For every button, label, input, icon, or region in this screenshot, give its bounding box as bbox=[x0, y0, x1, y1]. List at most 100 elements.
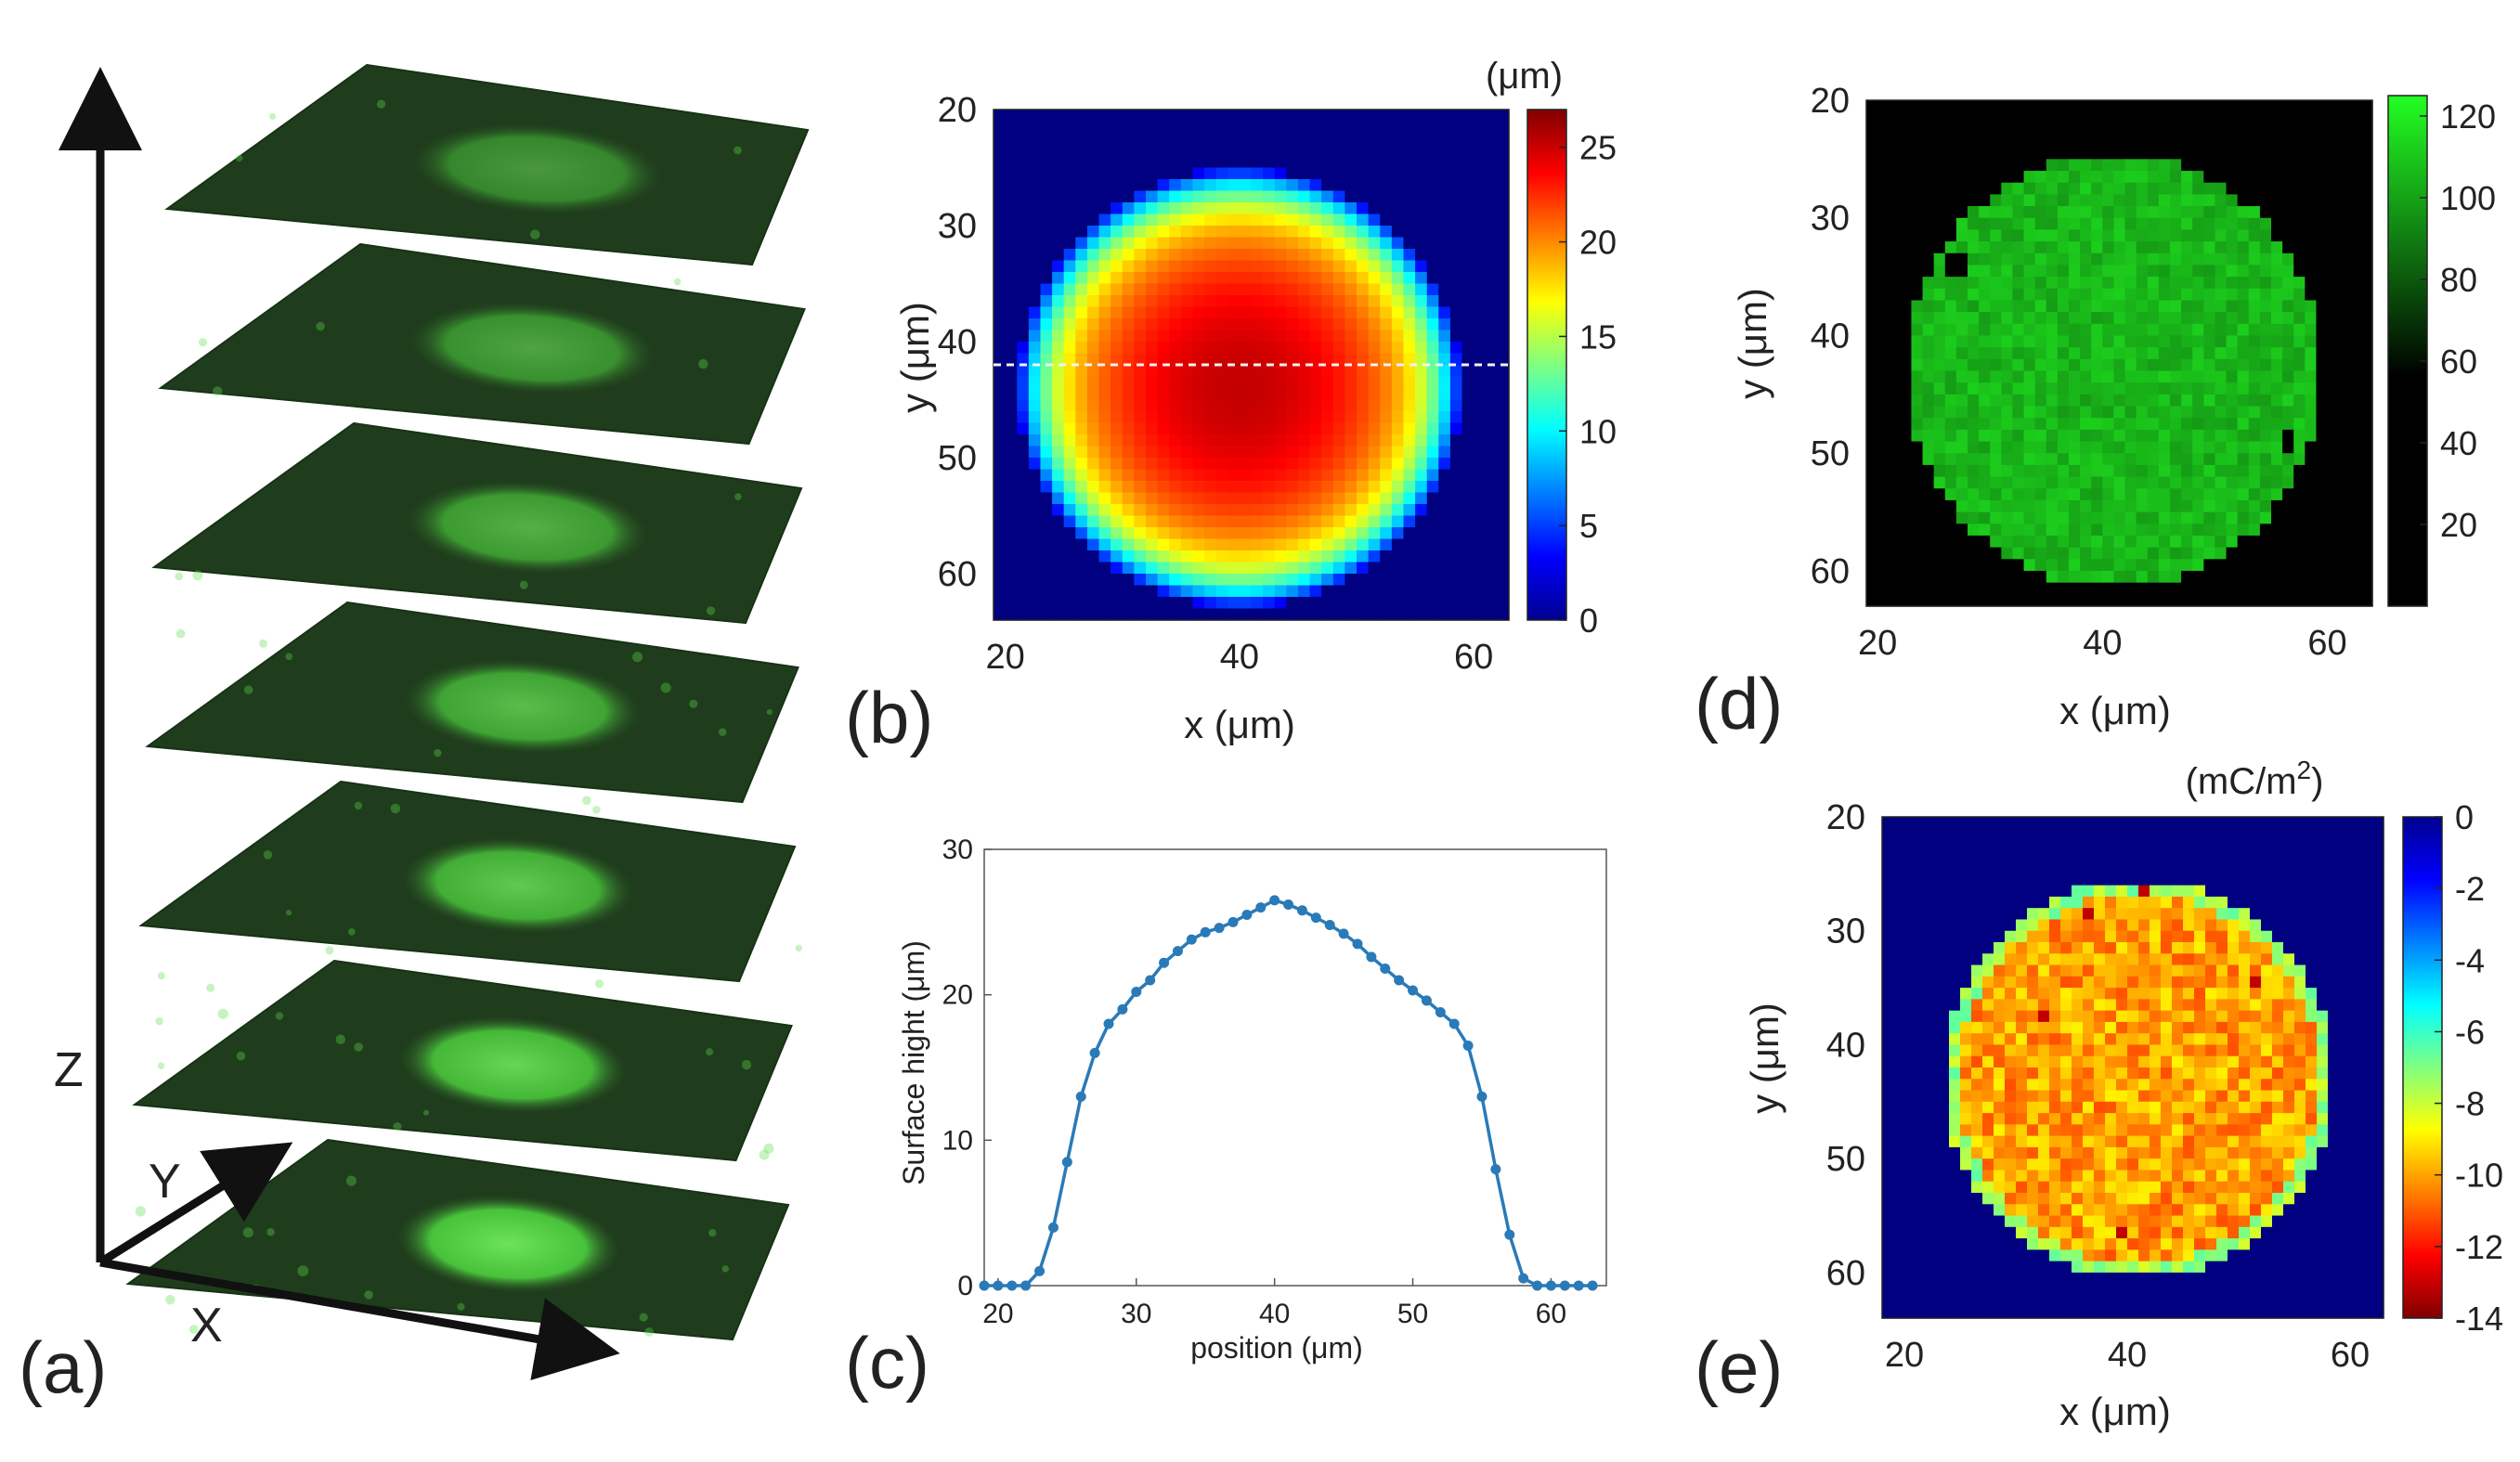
heatmap-cell bbox=[1134, 133, 1147, 146]
heatmap-cell bbox=[2057, 182, 2070, 195]
slice-speckle bbox=[390, 803, 401, 814]
heatmap-cell bbox=[1938, 828, 1950, 841]
heatmap-cell bbox=[2057, 524, 2070, 537]
heatmap-cell bbox=[2192, 300, 2204, 313]
heatmap-cell bbox=[2237, 241, 2250, 254]
heatmap-cell bbox=[1332, 492, 1346, 505]
heatmap-cell bbox=[1180, 388, 1194, 401]
heatmap-cell bbox=[1415, 330, 1428, 343]
heatmap-cell bbox=[1403, 399, 1416, 412]
heatmap-cell bbox=[1332, 330, 1346, 343]
heatmap-cell bbox=[1086, 574, 1100, 587]
heatmap-cell bbox=[2091, 570, 2103, 584]
heatmap-cell bbox=[1309, 538, 1322, 551]
heatmap-cell bbox=[2080, 241, 2092, 254]
heatmap-cell bbox=[1180, 342, 1194, 355]
heatmap-cell bbox=[2012, 100, 2025, 113]
heatmap-cell bbox=[1979, 171, 1991, 184]
heatmap-cell bbox=[2094, 873, 2106, 886]
heatmap-cell bbox=[1893, 1010, 1905, 1023]
heatmap-cell bbox=[1145, 458, 1159, 471]
heatmap-cell bbox=[2226, 547, 2239, 560]
heatmap-cell bbox=[2023, 464, 2036, 478]
heatmap-cell bbox=[2072, 839, 2084, 852]
heatmap-cell bbox=[1332, 608, 1346, 621]
heatmap-cell bbox=[2327, 429, 2340, 443]
heatmap-cell bbox=[2113, 217, 2126, 231]
heatmap-cell bbox=[2271, 347, 2283, 360]
heatmap-cell bbox=[1944, 524, 1957, 537]
heatmap-cell bbox=[2215, 182, 2228, 195]
heatmap-cell bbox=[1979, 206, 1991, 219]
x-tick-label: 60 bbox=[1536, 1299, 1566, 1329]
heatmap-cell bbox=[2215, 488, 2228, 501]
heatmap-cell bbox=[1180, 574, 1194, 587]
heatmap-cell bbox=[2349, 323, 2362, 337]
heatmap-cell bbox=[1063, 469, 1076, 482]
heatmap-cell bbox=[1286, 399, 1299, 412]
heatmap-cell bbox=[2172, 1021, 2184, 1034]
heatmap-cell bbox=[2181, 382, 2193, 395]
heatmap-cell bbox=[1204, 144, 1217, 157]
heatmap-cell bbox=[2293, 312, 2306, 325]
heatmap-cell bbox=[1415, 399, 1428, 412]
heatmap-cell bbox=[2228, 862, 2240, 874]
heatmap-cell bbox=[2034, 441, 2047, 454]
heatmap-cell bbox=[1368, 574, 1381, 587]
heatmap-cell bbox=[2049, 828, 2061, 841]
heatmap-cell bbox=[1403, 249, 1416, 262]
heatmap-cell bbox=[2239, 828, 2251, 841]
heatmap-cell bbox=[1982, 908, 1994, 921]
heatmap-cell bbox=[1971, 999, 1983, 1012]
heatmap-cell bbox=[2069, 159, 2081, 172]
heatmap-cell bbox=[2049, 908, 2061, 921]
heatmap-cell bbox=[1426, 434, 1439, 447]
heatmap-cell bbox=[2350, 862, 2362, 874]
heatmap-cell bbox=[1169, 458, 1182, 471]
heatmap-cell bbox=[2012, 418, 2025, 431]
slice-speckle bbox=[434, 748, 442, 757]
heatmap-cell bbox=[1497, 156, 1510, 169]
heatmap-cell bbox=[2237, 217, 2250, 231]
heatmap-cell bbox=[2192, 111, 2204, 124]
heatmap-cell bbox=[1145, 608, 1159, 621]
heatmap-cell bbox=[1933, 171, 1946, 184]
slice-speckle bbox=[235, 154, 243, 162]
heatmap-cell bbox=[1368, 376, 1381, 389]
heatmap-cell bbox=[2057, 171, 2070, 184]
heatmap-cell bbox=[2150, 964, 2162, 977]
heatmap-cell bbox=[2293, 206, 2306, 219]
heatmap-cell bbox=[1994, 1044, 2006, 1057]
heatmap-cell bbox=[1403, 388, 1416, 401]
heatmap-cell bbox=[2072, 1033, 2084, 1046]
heatmap-cell bbox=[1368, 562, 1381, 575]
heatmap-cell bbox=[1933, 288, 1946, 302]
heatmap-cell bbox=[1933, 217, 1946, 231]
heatmap-cell bbox=[2005, 930, 2017, 943]
heatmap-cell bbox=[2170, 111, 2182, 124]
heatmap-cell bbox=[1169, 306, 1182, 319]
heatmap-cell bbox=[1866, 535, 1878, 549]
heatmap-cell bbox=[2158, 570, 2171, 584]
heatmap-cell bbox=[1497, 434, 1510, 447]
heatmap-cell bbox=[1960, 896, 1972, 909]
heatmap-cell bbox=[2203, 441, 2216, 454]
heatmap-cell bbox=[2102, 511, 2115, 524]
heatmap-cell bbox=[1145, 562, 1159, 575]
heatmap-cell bbox=[1180, 550, 1194, 563]
heatmap-cell bbox=[1098, 318, 1111, 331]
heatmap-cell bbox=[1309, 562, 1322, 575]
heatmap-cell bbox=[2001, 147, 2014, 160]
heatmap-cell bbox=[2261, 850, 2273, 863]
heatmap-cell bbox=[1215, 121, 1228, 134]
heatmap-cell bbox=[2016, 839, 2028, 852]
heatmap-cell bbox=[1990, 535, 2002, 549]
heatmap-cell bbox=[1497, 527, 1510, 540]
heatmap-cell bbox=[1391, 434, 1405, 447]
heatmap-cell bbox=[1204, 585, 1217, 598]
heatmap-cell bbox=[2181, 159, 2193, 172]
heatmap-cell bbox=[2046, 441, 2059, 454]
slice-speckle bbox=[206, 983, 215, 992]
heatmap-cell bbox=[1040, 481, 1053, 494]
heatmap-cell bbox=[1449, 458, 1463, 471]
